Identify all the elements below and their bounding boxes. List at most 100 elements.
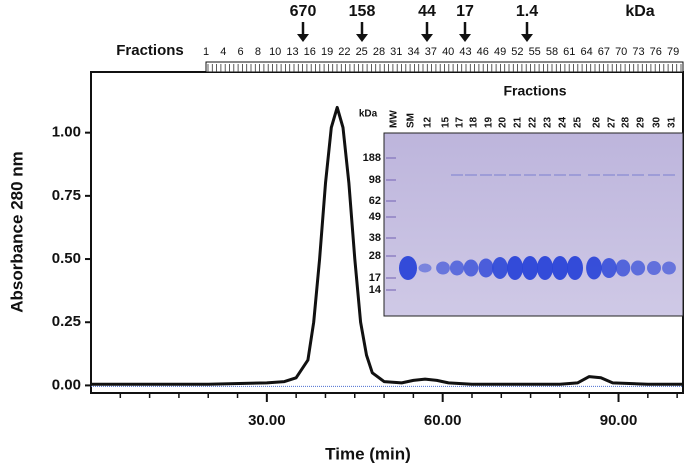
lane-label: MW [389,110,400,128]
gel-faint-band [663,174,675,176]
fraction-label: 8 [255,46,261,58]
gel-image [383,132,684,317]
ladder-label: 38 [369,232,381,244]
gel-band [662,261,676,275]
ladder-band [386,237,396,239]
marker-arrowhead [356,34,368,42]
gel-band [507,256,523,280]
fraction-label: 64 [580,46,592,58]
ladder-label: 62 [369,195,381,207]
gel-band [601,258,617,278]
fraction-label: 25 [356,46,368,58]
gel-band [463,259,479,277]
marker-arrowhead [521,34,533,42]
gel-faint-band [465,174,477,176]
gel-unit: kDa [359,109,378,120]
gel-band [552,256,568,280]
fraction-label: 13 [286,46,298,58]
fraction-label: 19 [321,46,333,58]
gel-band [436,261,450,275]
lane-label: 27 [607,116,618,128]
lane-label: 17 [455,116,466,128]
fraction-label: 31 [390,46,402,58]
gel-faint-band [588,174,600,176]
fraction-label: 40 [442,46,454,58]
fraction-label: 55 [529,46,541,58]
lane-label: 15 [441,116,452,128]
lane-label: 20 [498,116,509,128]
fraction-label: 46 [477,46,489,58]
gel-band [418,263,432,273]
fraction-label: 34 [407,46,419,58]
fraction-label: 16 [304,46,316,58]
gel-faint-band [617,174,629,176]
x-tick-label: 60.00 [424,412,462,429]
fraction-label: 22 [338,46,350,58]
lane-label: 23 [543,116,554,128]
chromatogram-line [91,105,683,386]
gel-band [567,256,583,280]
gel-band [449,260,465,276]
y-tick-label: 0.50 [52,250,81,267]
y-axis-label: Absorbance 280 nm [7,151,26,313]
x-axis-label: Time (min) [325,444,411,463]
lane-label: 19 [484,116,495,128]
gel-band [537,256,553,280]
x-tick-label: 30.00 [248,412,286,429]
fractions-title: Fractions [116,42,184,59]
y-tick-label: 1.00 [52,124,81,141]
marker-arrowhead [459,34,471,42]
x-tick-label: 90.00 [600,412,638,429]
gel-band [647,261,661,275]
fraction-label: 70 [615,46,627,58]
fraction-label: 58 [546,46,558,58]
ladder-label: 98 [369,174,381,186]
lane-label: 30 [652,116,663,128]
gel-faint-band [554,174,566,176]
y-tick-label: 0.00 [52,376,81,393]
fraction-label: 49 [494,46,506,58]
fraction-label: 61 [563,46,575,58]
fraction-label: 28 [373,46,385,58]
lane-label: 22 [528,116,539,128]
fraction-label: 52 [511,46,523,58]
ladder-band [386,289,396,291]
fraction-label: 79 [667,46,679,58]
ladder-label: 14 [369,284,382,296]
gel-faint-band [524,174,536,176]
marker-label: 44 [418,3,436,20]
gel-faint-band [648,174,660,176]
ladder-band [386,157,396,159]
marker-label: 670 [290,3,317,20]
lane-label: 12 [423,116,434,128]
gel-band [615,259,631,277]
gel-faint-band [451,174,463,176]
marker-label: 17 [456,3,474,20]
lane-label: SM [406,113,417,128]
lane-label: 18 [469,116,480,128]
gel-faint-band [569,174,581,176]
lane-label: 24 [558,116,569,128]
marker-arrowhead [297,34,309,42]
ladder-label: 17 [369,272,381,284]
fraction-label: 37 [425,46,437,58]
y-tick-label: 0.25 [52,313,81,330]
fraction-label: 43 [459,46,471,58]
ladder-band [386,200,396,202]
gel-faint-band [603,174,615,176]
lane-label: 29 [636,116,647,128]
gel-faint-band [632,174,644,176]
ladder-band [386,255,396,257]
marker-unit: kDa [625,3,654,20]
gel-band [586,256,602,280]
lane-label: 26 [592,116,603,128]
ladder-band [386,277,396,279]
gel-band [630,260,646,276]
fraction-label: 10 [269,46,281,58]
fraction-label: 4 [220,46,226,58]
ladder-band [386,179,396,181]
ladder-label: 28 [369,250,381,262]
marker-label: 1.4 [516,3,538,20]
gel-faint-band [480,174,492,176]
gel-title: Fractions [503,83,566,99]
